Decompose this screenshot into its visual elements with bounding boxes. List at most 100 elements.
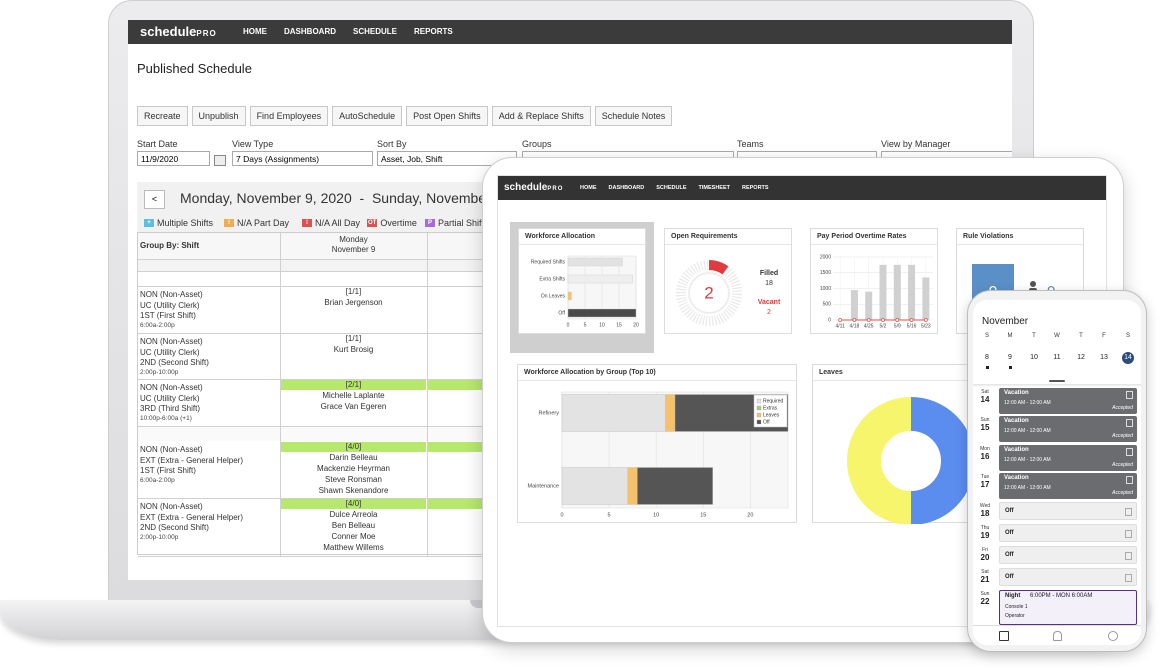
x-tick-label: 20 [633,322,639,328]
x-tick-label: 5 [584,322,587,328]
event-card[interactable]: Vacation 12:00 AM - 12:00 AM Accepted [999,416,1137,442]
nav-item[interactable]: REPORTS [414,27,453,36]
gauge-filled [676,260,742,326]
event-card[interactable]: Vacation 12:00 AM - 12:00 AM Accepted [999,445,1137,471]
date[interactable]: 9 [1008,354,1012,361]
shift-count: [1/1] [345,287,362,296]
x-tick-label: 5/9 [894,323,901,329]
employee-name[interactable]: Matthew Willems [323,543,384,552]
x-tick-label: 5/16 [907,323,917,329]
category-label: Required Shifts [531,259,566,265]
employee-name[interactable]: Steve Ronsman [325,475,382,484]
line-point [881,318,885,322]
nav-item[interactable]: HOME [580,185,597,191]
employee-name[interactable]: Dulce Arreola [329,510,378,519]
date[interactable]: 12 [1077,354,1085,361]
day-of-week: Wed [979,503,991,509]
card-icon [1125,552,1132,560]
filter-label: Groups [522,139,552,149]
legend-label: Required [763,398,784,404]
shift-count: [4/0] [345,442,362,451]
event-card[interactable]: Vacation 12:00 AM - 12:00 AM Accepted [999,473,1137,499]
employee-name[interactable]: Mackenzie Heyrman [317,464,390,473]
category-label: Off [558,310,565,316]
x-tick-label: 4/18 [850,323,860,329]
bar [567,274,633,284]
event-card[interactable]: Night 6:00PM - MON 6:00AM Console 1 Operato… [999,590,1137,625]
event-card[interactable]: Off [999,568,1137,586]
event-card[interactable]: Off [999,524,1137,542]
calendar-icon[interactable] [214,155,226,166]
widget-title: Rule Violations [957,229,1083,245]
event-status: Accepted [1112,490,1133,496]
toolbar-button[interactable]: Add & Replace Shifts [491,106,591,126]
toolbar-button[interactable]: Post Open Shifts [406,106,488,126]
employee-name[interactable]: Grace Van Egeren [320,402,387,411]
toolbar-button[interactable]: AutoSchedule [332,106,403,126]
employee-name[interactable]: Kurt Brosig [333,345,374,354]
nav-items: HOME DASHBOARD SCHEDULE REPORTS [243,27,453,36]
legend-label: Leaves [763,412,780,418]
employee-name[interactable]: Ben Belleau [331,521,376,530]
y-tick-label: 0 [828,317,831,323]
day-number: 20 [980,553,990,562]
toolbar-button[interactable]: Schedule Notes [594,106,673,126]
filter-value: Asset, Job, Shift [381,154,443,164]
date[interactable]: 14 [1124,354,1132,361]
employee-name[interactable]: Darin Belleau [329,453,378,462]
nav-item[interactable]: REPORTS [742,185,769,191]
event-card[interactable]: Off [999,546,1137,564]
employee-name[interactable]: Shawn Skenandore [318,486,389,495]
date[interactable]: 10 [1030,354,1038,361]
employee-name[interactable]: Brian Jergenson [324,298,383,307]
toolbar-button[interactable]: Recreate [137,106,188,126]
nav-item[interactable]: SCHEDULE [353,27,398,36]
widget-title: Leaves [813,365,1011,381]
brand-name: schedule [140,24,197,39]
filter-input[interactable]: 7 Days (Assignments) [232,151,373,166]
column-date: November 9 [331,245,376,254]
card-icon [1125,508,1132,516]
nav-item[interactable]: TIMESHEET [698,185,730,191]
shift-time: 2:00p-10:00p [140,534,179,541]
group-line: NON (Non-Asset) [140,290,203,299]
nav-item[interactable]: DASHBOARD [284,27,336,36]
legend-swatch [756,398,762,404]
event-card[interactable]: Vacation 12:00 AM - 12:00 AM Accepted [999,388,1137,414]
employee-name[interactable]: Conner Moe [331,532,376,541]
filter-input[interactable]: 11/9/2020 [137,151,210,166]
date[interactable]: 8 [985,354,989,361]
widget-card: Open Requirements 2 Filled 18 Vacant 2 [664,228,792,334]
handle [1049,380,1065,382]
date[interactable]: 11 [1053,354,1061,361]
profile-icon[interactable] [1108,631,1118,641]
date[interactable]: 13 [1100,354,1108,361]
event-status: Accepted [1112,462,1133,468]
toolbar-button[interactable]: Find Employees [249,106,329,126]
filter-label: View by Manager [881,139,951,149]
group-line: 3RD (Third Shift) [140,404,201,413]
nav-item[interactable]: HOME [243,27,267,36]
widget-card: Workforce Allocation 0 5 10 15 20 Required Shi… [518,228,646,334]
count-highlight [281,442,426,452]
day-number: 17 [980,480,990,489]
employee-name[interactable]: Michelle Laplante [322,391,385,400]
toolbar-button[interactable]: Unpublish [191,106,246,126]
card-icon [1126,476,1133,484]
count-highlight [281,499,426,509]
bell-icon[interactable] [1053,631,1062,641]
group-line: NON (Non-Asset) [140,502,203,511]
nav-item[interactable]: SCHEDULE [656,185,687,191]
event-card[interactable]: Off [999,502,1137,520]
event-title: Vacation [1004,390,1029,396]
event-time: 12:00 AM - 12:00 AM [1004,400,1051,406]
widget-title: Pay Period Overtime Rates [811,229,937,245]
phone-screen: November S M T W T F S 8 9 10 11 12 13 14 Sat 14 Vacatio… [973,300,1141,645]
legend-label: N/A All Day [315,218,361,228]
nav-bar: schedulePRO HOME DASHBOARD SCHEDULE TIMESHE… [498,176,1106,200]
shift-time: 6:00a-2:00p [140,477,175,484]
group-line: 1ST (First Shift) [140,311,196,320]
prev-button[interactable]: < [144,190,165,209]
calendar-icon[interactable] [999,631,1009,641]
nav-item[interactable]: DASHBOARD [608,185,645,191]
